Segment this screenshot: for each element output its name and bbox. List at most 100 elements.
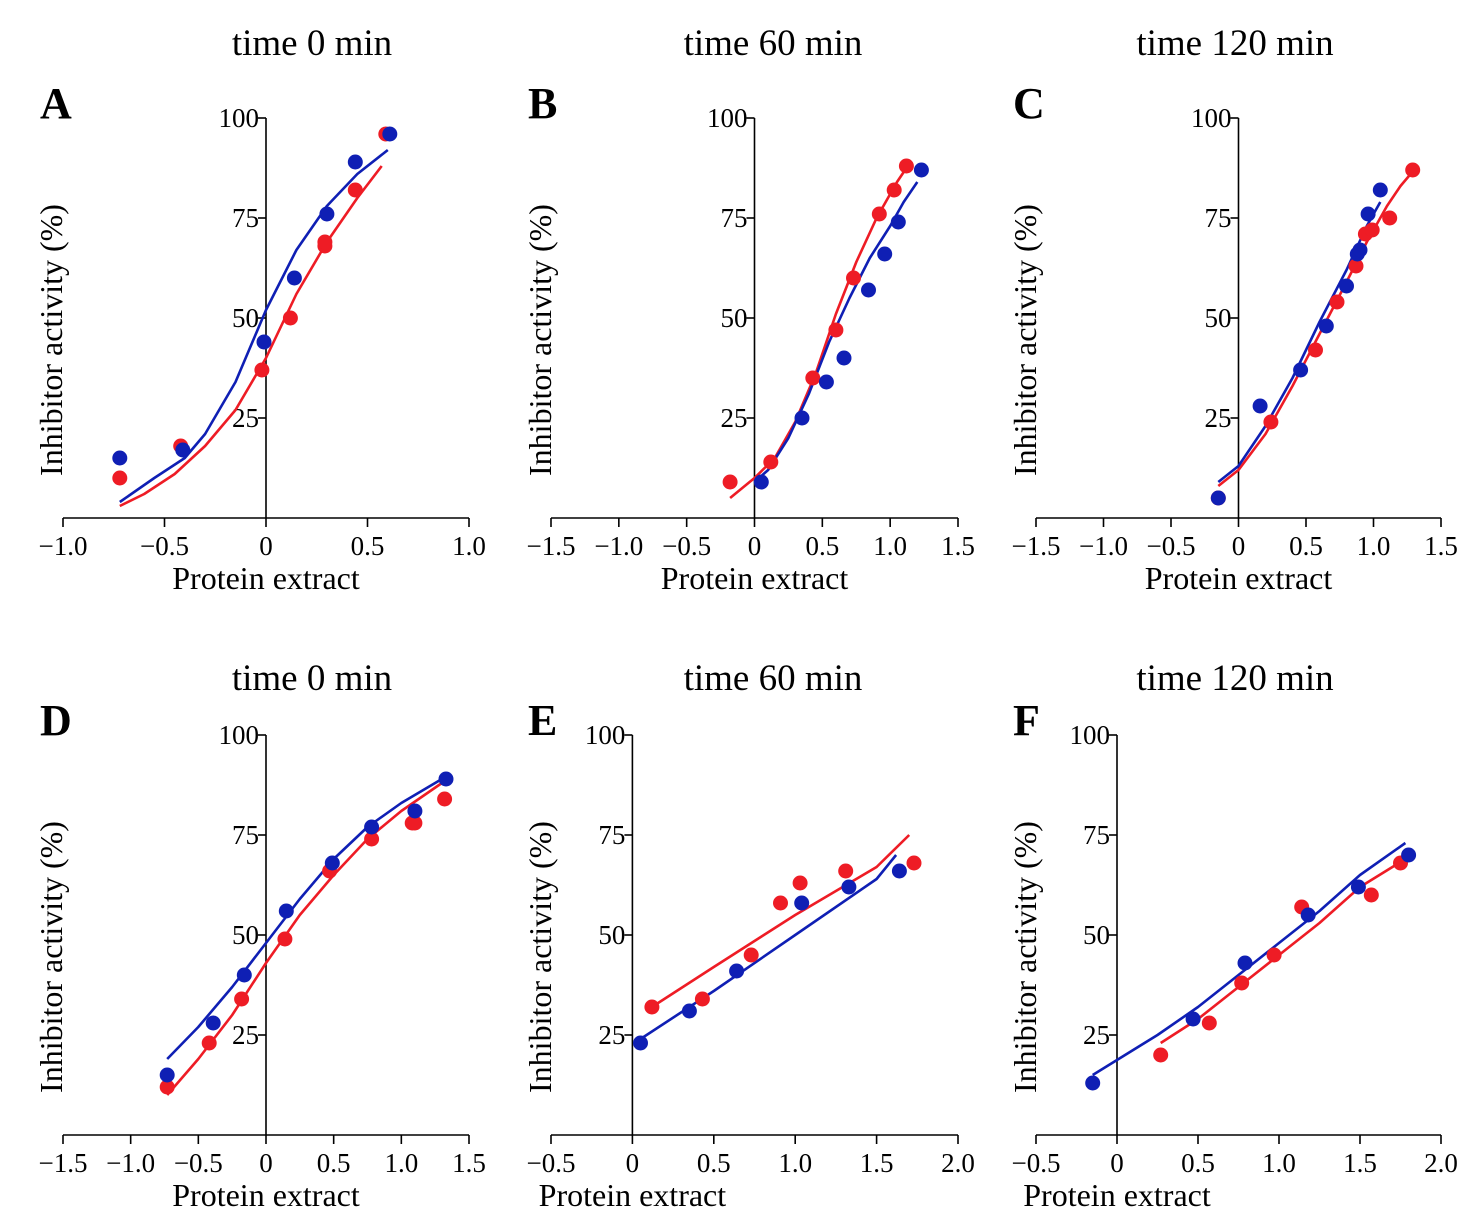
x-axis-label: Protein extract xyxy=(1145,560,1333,596)
x-tick-label: 2.0 xyxy=(941,1148,975,1178)
fit-line-blue xyxy=(119,148,389,504)
y-axis-label: Inhibitor activity (%) xyxy=(1007,821,1043,1093)
data-point-red xyxy=(644,999,660,1015)
data-point-red xyxy=(317,234,333,250)
x-tick-label: −0.5 xyxy=(662,531,711,561)
data-point-blue xyxy=(1339,278,1354,294)
data-point-red xyxy=(1201,1015,1217,1031)
x-axis-label: Protein extract xyxy=(1023,1177,1211,1213)
data-point-blue xyxy=(1300,907,1316,923)
panel-label: C xyxy=(1013,79,1045,128)
data-point-blue xyxy=(913,162,929,178)
x-tick-label: 1.0 xyxy=(778,1148,812,1178)
data-point-blue xyxy=(159,1067,175,1083)
x-tick-label: −0.5 xyxy=(140,531,189,561)
data-point-red xyxy=(871,206,887,222)
data-point-red xyxy=(1263,414,1279,430)
panel-c: time 120 min C −1.5 −1.0 −0.5 0 0.5 1.0 1.5 Prote… xyxy=(1007,23,1458,596)
x-axis-label: Protein extract xyxy=(172,1177,360,1213)
panel-title: time 0 min xyxy=(232,23,392,64)
panel-b: time 60 min B −1.5 −1.0 −0.5 0 0.5 1.0 1.5 Protei… xyxy=(522,23,975,596)
data-point-red xyxy=(234,991,250,1007)
fit-line-blue xyxy=(753,181,919,483)
data-point-blue xyxy=(794,410,810,426)
data-point-blue xyxy=(890,214,906,230)
data-point-red xyxy=(898,158,914,174)
data-point-blue xyxy=(1210,490,1226,506)
y-tick-label: 25 xyxy=(598,1020,625,1050)
y-tick-label: 50 xyxy=(598,920,625,950)
x-tick-label: 0.5 xyxy=(1289,531,1323,561)
data-point-red xyxy=(838,863,854,879)
y-tick-label: 25 xyxy=(1083,1020,1110,1050)
data-point-red xyxy=(763,454,779,470)
x-axis-label: Protein extract xyxy=(661,560,849,596)
y-tick-label: 75 xyxy=(598,820,625,850)
x-tick-label: 0 xyxy=(626,1148,640,1178)
x-tick-label: 1.5 xyxy=(1424,531,1458,561)
data-point-red xyxy=(722,474,738,490)
data-point-blue xyxy=(319,206,335,222)
y-tick-label: 75 xyxy=(232,203,259,233)
data-point-red xyxy=(828,322,844,338)
x-tick-label: −1.5 xyxy=(1012,531,1061,561)
x-tick-label: 1.5 xyxy=(941,531,975,561)
data-point-blue xyxy=(1293,362,1309,378)
y-tick-label: 50 xyxy=(1083,920,1110,950)
y-tick-label: 100 xyxy=(1070,720,1111,750)
y-axis-label: Inhibitor activity (%) xyxy=(522,204,558,476)
x-tick-label: 1.5 xyxy=(860,1148,894,1178)
panel-f: time 120 min F −0.5 0 0.5 1.0 1.5 2.0 Protein ex… xyxy=(1007,658,1458,1213)
panel-title: time 60 min xyxy=(684,23,863,64)
data-point-red xyxy=(277,931,293,947)
x-tick-label: 0.5 xyxy=(317,1148,351,1178)
data-point-blue xyxy=(175,442,191,458)
data-point-blue xyxy=(1352,242,1368,258)
panel-a: time 0 min A −1.0 −0.5 0 0.5 1.0 Protein extrac… xyxy=(33,23,486,596)
data-point-blue xyxy=(1372,182,1388,198)
x-tick-label: 1.0 xyxy=(1357,531,1391,561)
x-tick-label: 0 xyxy=(1232,531,1246,561)
data-point-blue xyxy=(1360,206,1376,222)
y-tick-label: 75 xyxy=(1205,203,1232,233)
data-point-blue xyxy=(1085,1075,1101,1091)
data-point-red xyxy=(694,991,710,1007)
panel-title: time 120 min xyxy=(1136,658,1333,699)
data-point-red xyxy=(792,875,808,891)
data-point-red xyxy=(437,791,453,807)
data-point-red xyxy=(1364,222,1380,238)
data-point-red xyxy=(1363,887,1379,903)
y-tick-label: 25 xyxy=(721,403,748,433)
y-tick-label: 75 xyxy=(232,820,259,850)
data-point-red xyxy=(364,831,380,847)
data-point-blue xyxy=(836,350,852,366)
data-point-blue xyxy=(205,1015,221,1031)
y-tick-label: 100 xyxy=(585,720,626,750)
x-tick-label: 1.0 xyxy=(873,531,907,561)
data-point-blue xyxy=(407,803,423,819)
y-tick-label: 25 xyxy=(1205,403,1232,433)
data-point-blue xyxy=(364,819,380,835)
data-point-blue xyxy=(347,154,363,170)
data-point-blue xyxy=(1252,398,1268,414)
data-point-blue xyxy=(236,967,252,983)
x-tick-label: −0.5 xyxy=(1012,1148,1061,1178)
x-tick-label: −1.5 xyxy=(39,1148,88,1178)
data-point-blue xyxy=(681,1003,697,1019)
data-point-red xyxy=(347,182,363,198)
data-point-red xyxy=(201,1035,217,1051)
x-tick-label: 0.5 xyxy=(1181,1148,1215,1178)
data-point-red xyxy=(1348,258,1364,274)
y-tick-label: 100 xyxy=(219,720,260,750)
data-point-blue xyxy=(382,126,398,142)
y-axis-label: Inhibitor activity (%) xyxy=(1007,204,1043,476)
y-tick-label: 50 xyxy=(1205,303,1232,333)
data-point-blue xyxy=(1401,847,1417,863)
fit-line-red xyxy=(729,161,912,500)
x-tick-label: 0.5 xyxy=(697,1148,731,1178)
fit-line-red xyxy=(651,834,911,1009)
y-tick-label: 25 xyxy=(232,1020,259,1050)
data-point-blue xyxy=(324,855,340,871)
data-point-blue xyxy=(1185,1011,1201,1027)
data-point-blue xyxy=(1350,879,1366,895)
